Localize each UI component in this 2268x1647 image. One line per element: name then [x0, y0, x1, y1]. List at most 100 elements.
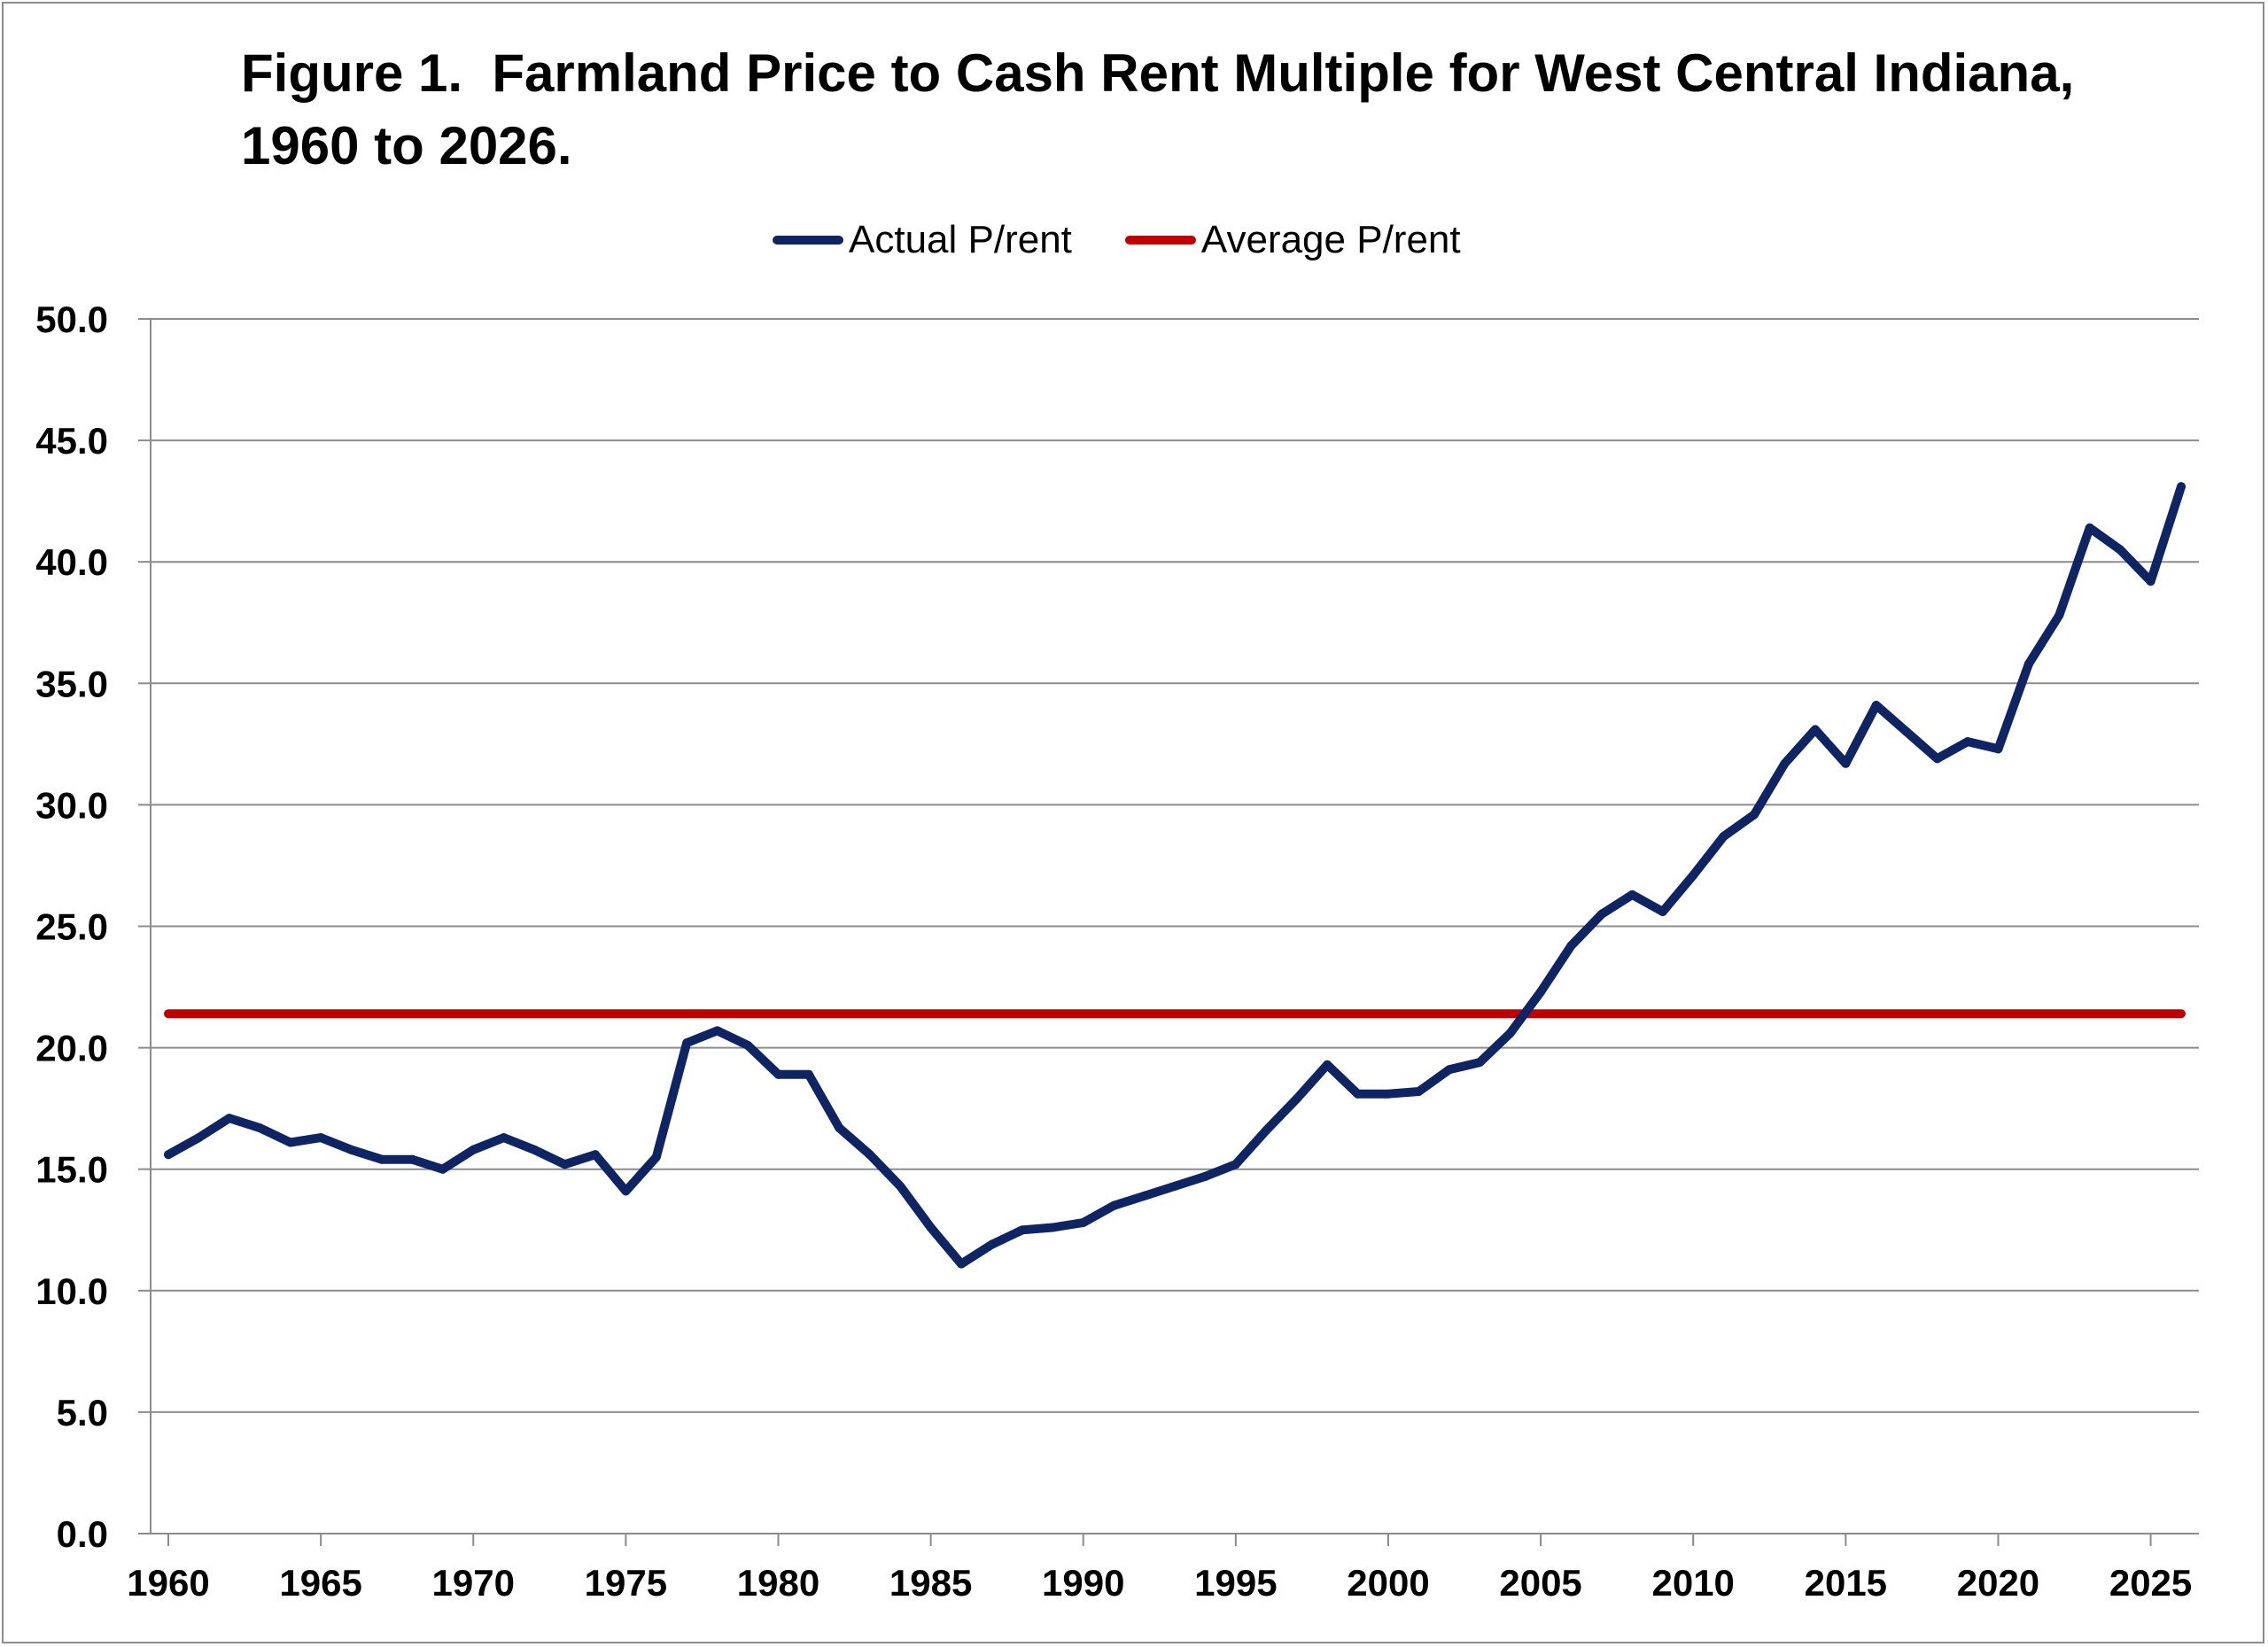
x-tick-label: 1995 — [1194, 1562, 1277, 1604]
data-point-actual-1965 — [316, 1133, 326, 1143]
data-point-actual-1970 — [469, 1145, 478, 1154]
data-point-actual-1974 — [590, 1150, 600, 1160]
data-point-actual-1971 — [499, 1133, 509, 1143]
data-point-actual-1980 — [773, 1069, 783, 1079]
chart-legend: Actual P/rent Average P/rent — [773, 209, 1514, 271]
data-point-actual-2004 — [1505, 1029, 1515, 1038]
chart-title: Figure 1. Farmland Price to Cash Rent Mu… — [241, 37, 2101, 183]
x-tick-label: 1965 — [279, 1562, 361, 1604]
data-point-actual-2025 — [2146, 577, 2155, 587]
data-point-actual-1969 — [438, 1164, 447, 1174]
legend-label-average: Average P/rent — [1200, 218, 1461, 261]
data-point-actual-2017 — [1902, 727, 1912, 737]
data-point-actual-1990 — [1078, 1218, 1088, 1228]
legend-swatch-average — [1124, 236, 1196, 245]
data-point-actual-1979 — [743, 1040, 753, 1050]
y-tick-label: 30.0 — [35, 784, 108, 826]
data-point-actual-1987 — [987, 1239, 997, 1249]
data-point-actual-1996 — [1262, 1125, 1271, 1135]
y-tick-label: 50.0 — [35, 299, 108, 340]
data-point-actual-1988 — [1017, 1225, 1027, 1235]
data-point-actual-2021 — [2023, 659, 2033, 669]
data-point-actual-2007 — [1596, 909, 1606, 919]
x-tick-label: 1980 — [737, 1562, 819, 1604]
x-tick-label: 1975 — [585, 1562, 667, 1604]
data-point-actual-2013 — [1780, 758, 1790, 768]
data-point-actual-1985 — [926, 1223, 936, 1232]
y-tick-label: 25.0 — [35, 906, 108, 948]
y-tick-label: 0.0 — [57, 1513, 108, 1555]
data-point-actual-2019 — [1963, 737, 1973, 747]
x-tick-label: 2020 — [1957, 1562, 2039, 1604]
x-tick-label: 2005 — [1499, 1562, 1581, 1604]
y-tick-label: 5.0 — [57, 1392, 108, 1433]
data-point-actual-1972 — [530, 1145, 540, 1154]
data-point-actual-2015 — [1841, 758, 1851, 768]
chart-title-line-1: Figure 1. Farmland Price to Cash Rent Mu… — [241, 43, 2075, 103]
x-tick-label: 1990 — [1042, 1562, 1124, 1604]
x-tick-label: 2025 — [2109, 1562, 2192, 1604]
data-point-actual-1981 — [804, 1069, 813, 1079]
data-point-actual-2001 — [1414, 1086, 1424, 1096]
data-point-actual-2024 — [2116, 545, 2125, 555]
x-tick-label: 2010 — [1651, 1562, 1734, 1604]
data-point-actual-1961 — [194, 1133, 204, 1143]
data-point-actual-1999 — [1353, 1089, 1363, 1099]
data-point-actual-2011 — [1719, 832, 1728, 842]
data-point-actual-1995 — [1231, 1160, 1240, 1169]
legend-label-actual: Actual P/rent — [849, 218, 1072, 261]
data-point-actual-1968 — [408, 1154, 417, 1164]
data-point-actual-2022 — [2054, 610, 2064, 620]
data-point-actual-2009 — [1658, 907, 1667, 917]
x-tick-label: 2015 — [1805, 1562, 1887, 1604]
data-point-actual-2023 — [2085, 523, 2094, 532]
data-point-actual-1963 — [255, 1123, 265, 1133]
data-point-actual-1978 — [712, 1026, 722, 1036]
data-point-actual-1998 — [1323, 1060, 1332, 1069]
data-point-actual-2014 — [1810, 725, 1820, 734]
x-tick-label: 1970 — [432, 1562, 515, 1604]
data-point-actual-1960 — [164, 1150, 173, 1160]
data-point-actual-1993 — [1170, 1181, 1179, 1191]
data-point-actual-1989 — [1048, 1223, 1058, 1232]
data-point-actual-1973 — [560, 1160, 570, 1169]
y-tick-label: 15.0 — [35, 1149, 108, 1191]
data-point-actual-2012 — [1750, 810, 1759, 820]
legend-item-actual: Actual P/rent — [773, 218, 1072, 262]
data-point-actual-1967 — [377, 1154, 386, 1164]
data-point-actual-1964 — [285, 1138, 295, 1147]
data-point-actual-1991 — [1109, 1200, 1119, 1210]
data-point-actual-1982 — [835, 1123, 844, 1133]
y-tick-label: 40.0 — [35, 541, 108, 583]
data-point-actual-2020 — [1993, 744, 2003, 754]
data-point-actual-2018 — [1932, 754, 1942, 764]
x-tick-label: 1960 — [127, 1562, 209, 1604]
data-point-actual-2026 — [2177, 482, 2186, 492]
legend-item-average: Average P/rent — [1124, 218, 1461, 262]
data-point-actual-2003 — [1475, 1058, 1485, 1068]
data-point-actual-2000 — [1383, 1089, 1393, 1099]
y-tick-label: 45.0 — [35, 420, 108, 462]
data-point-actual-2008 — [1627, 890, 1637, 899]
x-tick-label: 2000 — [1347, 1562, 1429, 1604]
y-tick-label: 10.0 — [35, 1270, 108, 1312]
data-point-actual-1977 — [682, 1038, 692, 1048]
legend-swatch-actual — [773, 236, 843, 245]
data-point-actual-1966 — [346, 1145, 356, 1154]
data-point-actual-2006 — [1566, 941, 1576, 951]
data-point-actual-1983 — [865, 1150, 874, 1160]
data-point-actual-2010 — [1689, 870, 1698, 880]
data-point-actual-1976 — [651, 1152, 661, 1161]
chart-title-line-2: 1960 to 2026. — [241, 116, 572, 175]
data-point-actual-2005 — [1536, 987, 1546, 997]
data-point-actual-1994 — [1200, 1171, 1210, 1181]
data-point-actual-2016 — [1871, 700, 1881, 710]
y-tick-label: 35.0 — [35, 663, 108, 704]
data-point-actual-1962 — [224, 1114, 234, 1123]
y-tick-label: 20.0 — [35, 1028, 108, 1069]
data-point-actual-1975 — [621, 1186, 631, 1196]
data-point-actual-1992 — [1139, 1191, 1149, 1200]
data-point-actual-1984 — [896, 1181, 905, 1191]
